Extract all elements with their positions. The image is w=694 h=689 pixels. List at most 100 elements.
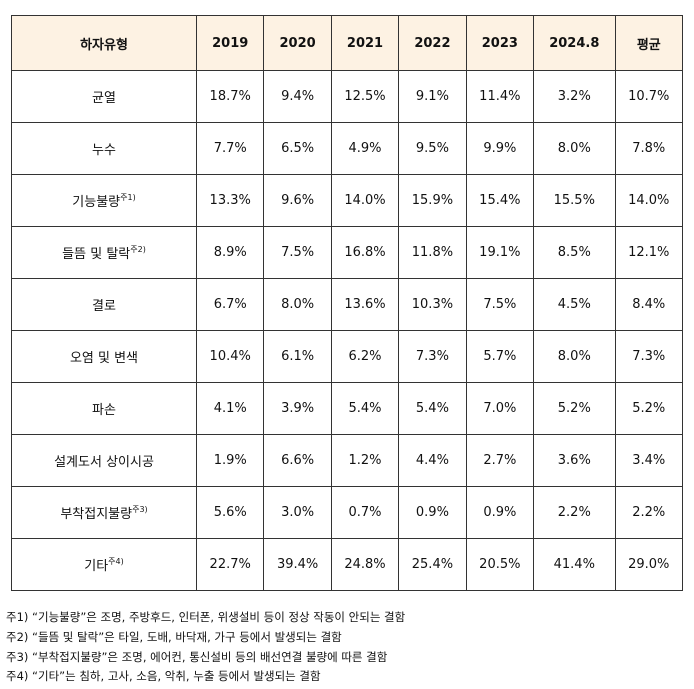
table-row: 균열 18.7% 9.4% 12.5% 9.1% 11.4% 3.2% 10.7% (11, 70, 684, 123)
value-cell: 0.9% (465, 486, 535, 539)
value-cell: 3.4% (614, 434, 684, 487)
value-cell: 7.3% (398, 330, 467, 383)
header-cell: 하자유형 (11, 15, 197, 71)
value-cell: 3.0% (263, 486, 332, 539)
value-cell: 0.9% (398, 486, 467, 539)
value-cell: 7.7% (195, 122, 265, 175)
value-cell: 12.5% (330, 70, 400, 123)
table-row: 파손 4.1% 3.9% 5.4% 5.4% 7.0% 5.2% 5.2% (11, 382, 684, 435)
value-cell: 15.9% (398, 174, 467, 227)
value-cell: 9.1% (398, 70, 467, 123)
value-cell: 4.5% (533, 278, 616, 331)
header-cell: 2020 (263, 15, 332, 71)
footnote-ref: 주4) (108, 557, 124, 566)
value-cell: 12.1% (614, 226, 684, 279)
value-cell: 11.8% (398, 226, 467, 279)
value-cell: 25.4% (398, 538, 467, 591)
row-label: 들뜸 및 탈락주2) (11, 226, 197, 279)
header-row: 하자유형 2019 2020 2021 2022 2023 2024.8 평균 (11, 15, 684, 71)
value-cell: 7.0% (465, 382, 535, 435)
value-cell: 1.2% (330, 434, 400, 487)
value-cell: 5.2% (533, 382, 616, 435)
footnote: 주4) “기타”는 침하, 고사, 소음, 악취, 누출 등에서 발생되는 결함 (6, 669, 321, 684)
value-cell: 6.7% (195, 278, 265, 331)
header-cell: 2021 (330, 15, 400, 71)
value-cell: 9.6% (263, 174, 332, 227)
value-cell: 7.8% (614, 122, 684, 175)
value-cell: 22.7% (195, 538, 265, 591)
row-label: 설계도서 상이시공 (11, 434, 197, 487)
value-cell: 15.4% (465, 174, 535, 227)
footnotes: 주1) “기능불량”은 조명, 주방후드, 인터폰, 위생설비 등이 정상 작동… (6, 608, 405, 687)
value-cell: 4.1% (195, 382, 265, 435)
label-text: 기능불량 (72, 195, 121, 210)
value-cell: 41.4% (533, 538, 616, 591)
value-cell: 1.9% (195, 434, 265, 487)
value-cell: 15.5% (533, 174, 616, 227)
header-cell: 2022 (398, 15, 467, 71)
value-cell: 29.0% (614, 538, 684, 591)
value-cell: 10.4% (195, 330, 265, 383)
header-cell: 2019 (195, 15, 265, 71)
value-cell: 10.3% (398, 278, 467, 331)
row-label: 기타주4) (11, 538, 197, 591)
value-cell: 13.3% (195, 174, 265, 227)
value-cell: 14.0% (330, 174, 400, 227)
footnote-ref: 주3) (132, 505, 148, 514)
table-row: 결로 6.7% 8.0% 13.6% 10.3% 7.5% 4.5% 8.4% (11, 278, 684, 331)
value-cell: 3.2% (533, 70, 616, 123)
value-cell: 16.8% (330, 226, 400, 279)
table-row: 기능불량주1) 13.3% 9.6% 14.0% 15.9% 15.4% 15.5% 14.0… (11, 174, 684, 227)
table-row: 누수 7.7% 6.5% 4.9% 9.5% 9.9% 8.0% 7.8% (11, 122, 684, 175)
header-cell: 2023 (465, 15, 535, 71)
row-label: 기능불량주1) (11, 174, 197, 227)
value-cell: 8.5% (533, 226, 616, 279)
label-text: 들뜸 및 탈락 (62, 247, 131, 262)
row-label: 결로 (11, 278, 197, 331)
label-text: 설계도서 상이시공 (54, 455, 154, 470)
value-cell: 13.6% (330, 278, 400, 331)
value-cell: 6.2% (330, 330, 400, 383)
value-cell: 6.6% (263, 434, 332, 487)
value-cell: 0.7% (330, 486, 400, 539)
table-row: 오염 및 변색 10.4% 6.1% 6.2% 7.3% 5.7% 8.0% 7.3% (11, 330, 684, 383)
value-cell: 8.0% (533, 122, 616, 175)
table-row: 설계도서 상이시공 1.9% 6.6% 1.2% 4.4% 2.7% 3.6% 3.4% (11, 434, 684, 487)
value-cell: 2.7% (465, 434, 535, 487)
value-cell: 5.4% (330, 382, 400, 435)
value-cell: 14.0% (614, 174, 684, 227)
value-cell: 3.6% (533, 434, 616, 487)
label-text: 파손 (92, 403, 116, 418)
header-cell: 평균 (614, 15, 684, 71)
footnote: 주1) “기능불량”은 조명, 주방후드, 인터폰, 위생설비 등이 정상 작동… (6, 610, 406, 624)
header-cell: 2024.8 (533, 15, 616, 71)
value-cell: 19.1% (465, 226, 535, 279)
value-cell: 6.5% (263, 122, 332, 175)
value-cell: 5.2% (614, 382, 684, 435)
value-cell: 8.4% (614, 278, 684, 331)
label-text: 누수 (92, 143, 116, 158)
table-row: 부착접지불량주3) 5.6% 3.0% 0.7% 0.9% 0.9% 2.2% 2.2% (11, 486, 684, 539)
value-cell: 18.7% (195, 70, 265, 123)
footnote: 주2) “들뜸 및 탈락”은 타일, 도배, 바닥재, 가구 등에서 발생되는 … (6, 629, 342, 644)
footnote-ref: 주2) (130, 245, 146, 254)
row-label: 균열 (11, 70, 197, 123)
value-cell: 4.9% (330, 122, 400, 175)
label-text: 결로 (92, 299, 116, 314)
value-cell: 24.8% (330, 538, 400, 591)
value-cell: 20.5% (465, 538, 535, 591)
value-cell: 7.5% (263, 226, 332, 279)
row-label: 파손 (11, 382, 197, 435)
value-cell: 7.3% (614, 330, 684, 383)
label-text: 부착접지불량 (60, 507, 133, 522)
value-cell: 6.1% (263, 330, 332, 383)
value-cell: 10.7% (614, 70, 684, 123)
label-text: 균열 (92, 91, 116, 106)
value-cell: 2.2% (533, 486, 616, 539)
label-text: 오염 및 변색 (69, 351, 139, 366)
value-cell: 4.4% (398, 434, 467, 487)
value-cell: 2.2% (614, 486, 684, 539)
row-label: 부착접지불량주3) (11, 486, 197, 539)
value-cell: 39.4% (263, 538, 332, 591)
